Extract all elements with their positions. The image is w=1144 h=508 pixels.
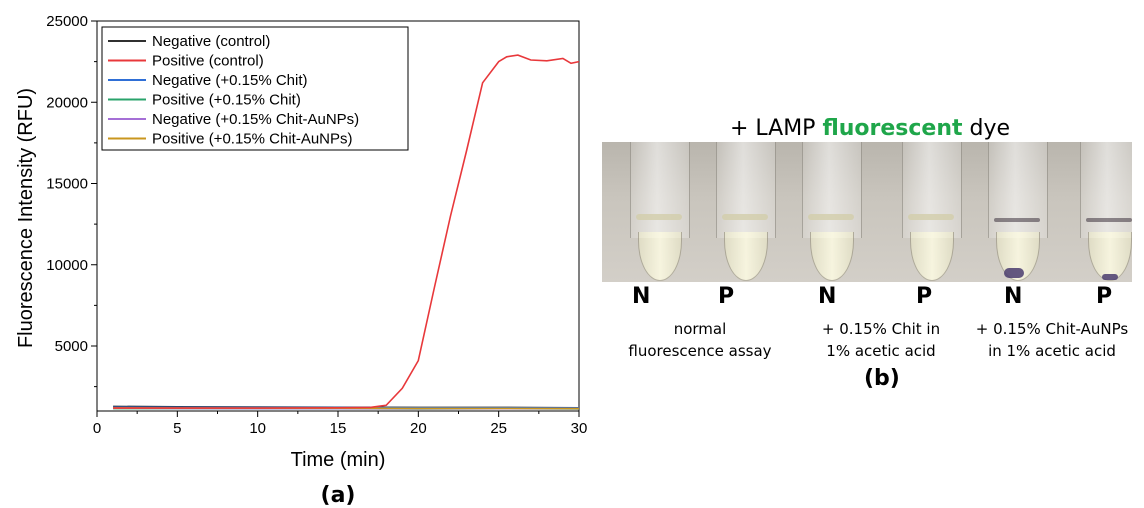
x-tick-label: 15 bbox=[330, 420, 347, 437]
photo-title-prefix: + LAMP bbox=[729, 116, 823, 141]
legend-label: Negative (+0.15% Chit-AuNPs) bbox=[152, 111, 359, 128]
photo-title-highlight: fluorescent bbox=[822, 116, 963, 141]
caption-1: normal fluorescence assay bbox=[602, 318, 798, 362]
x-tick-label: 30 bbox=[571, 420, 588, 437]
tube-4 bbox=[902, 142, 962, 282]
caption-2-line-2: 1% acetic acid bbox=[826, 342, 936, 360]
legend-label: Positive (+0.15% Chit-AuNPs) bbox=[152, 131, 353, 148]
tube-6 bbox=[1080, 142, 1132, 282]
y-axis-label: Fluorescence Intensity (RFU) bbox=[15, 88, 37, 348]
series-line bbox=[113, 54, 580, 409]
y-tick-label: 25000 bbox=[46, 13, 88, 30]
x-tick-label: 20 bbox=[410, 420, 427, 437]
legend-label: Positive (+0.15% Chit) bbox=[152, 92, 301, 109]
legend-label: Negative (+0.15% Chit) bbox=[152, 72, 308, 89]
panel-label-a: (a) bbox=[321, 483, 356, 508]
tube-label-5: N bbox=[1004, 284, 1023, 309]
tube-2 bbox=[716, 142, 776, 282]
tube-3 bbox=[802, 142, 862, 282]
x-tick-label: 5 bbox=[173, 420, 181, 437]
y-tick-label: 15000 bbox=[46, 176, 88, 193]
tube-label-6: P bbox=[1096, 284, 1113, 309]
legend-box bbox=[101, 26, 409, 151]
caption-2: + 0.15% Chit in 1% acetic acid bbox=[796, 318, 966, 362]
tube-1 bbox=[630, 142, 690, 282]
tube-5 bbox=[988, 142, 1048, 282]
x-axis-label: Time (min) bbox=[291, 449, 386, 471]
y-tick-label: 20000 bbox=[46, 94, 88, 111]
caption-3-line-2: in 1% acetic acid bbox=[988, 342, 1116, 360]
caption-2-line-1: + 0.15% Chit in bbox=[821, 320, 941, 338]
legend-label: Positive (control) bbox=[152, 53, 264, 70]
photo-title: + LAMP fluorescent dye bbox=[596, 116, 1144, 141]
photo-panel: + LAMP fluorescent dye N P N P N P norma… bbox=[596, 0, 1144, 508]
y-tick-label: 10000 bbox=[46, 257, 88, 274]
x-tick-label: 10 bbox=[249, 420, 266, 437]
tube-label-1: N bbox=[632, 284, 651, 309]
y-tick-label: 5000 bbox=[55, 338, 88, 355]
caption-1-line-2: fluorescence assay bbox=[628, 342, 772, 360]
tubes-photo bbox=[602, 142, 1132, 282]
tube-label-2: P bbox=[718, 284, 735, 309]
caption-1-line-1: normal bbox=[673, 320, 727, 338]
x-tick-label: 0 bbox=[93, 420, 101, 437]
line-chart: 0 5 10 15 20 25 30 5000 10000 15000 20000 25000 Nega… bbox=[15, 13, 588, 508]
x-tick-label: 25 bbox=[490, 420, 507, 437]
tube-label-4: P bbox=[916, 284, 933, 309]
photo-title-suffix: dye bbox=[962, 116, 1011, 141]
caption-3: + 0.15% Chit-AuNPs in 1% acetic acid bbox=[962, 318, 1142, 362]
panel-label-b: (b) bbox=[864, 366, 900, 391]
tube-label-3: N bbox=[818, 284, 837, 309]
caption-3-line-1: + 0.15% Chit-AuNPs bbox=[975, 320, 1129, 338]
legend-label: Negative (control) bbox=[152, 33, 270, 50]
